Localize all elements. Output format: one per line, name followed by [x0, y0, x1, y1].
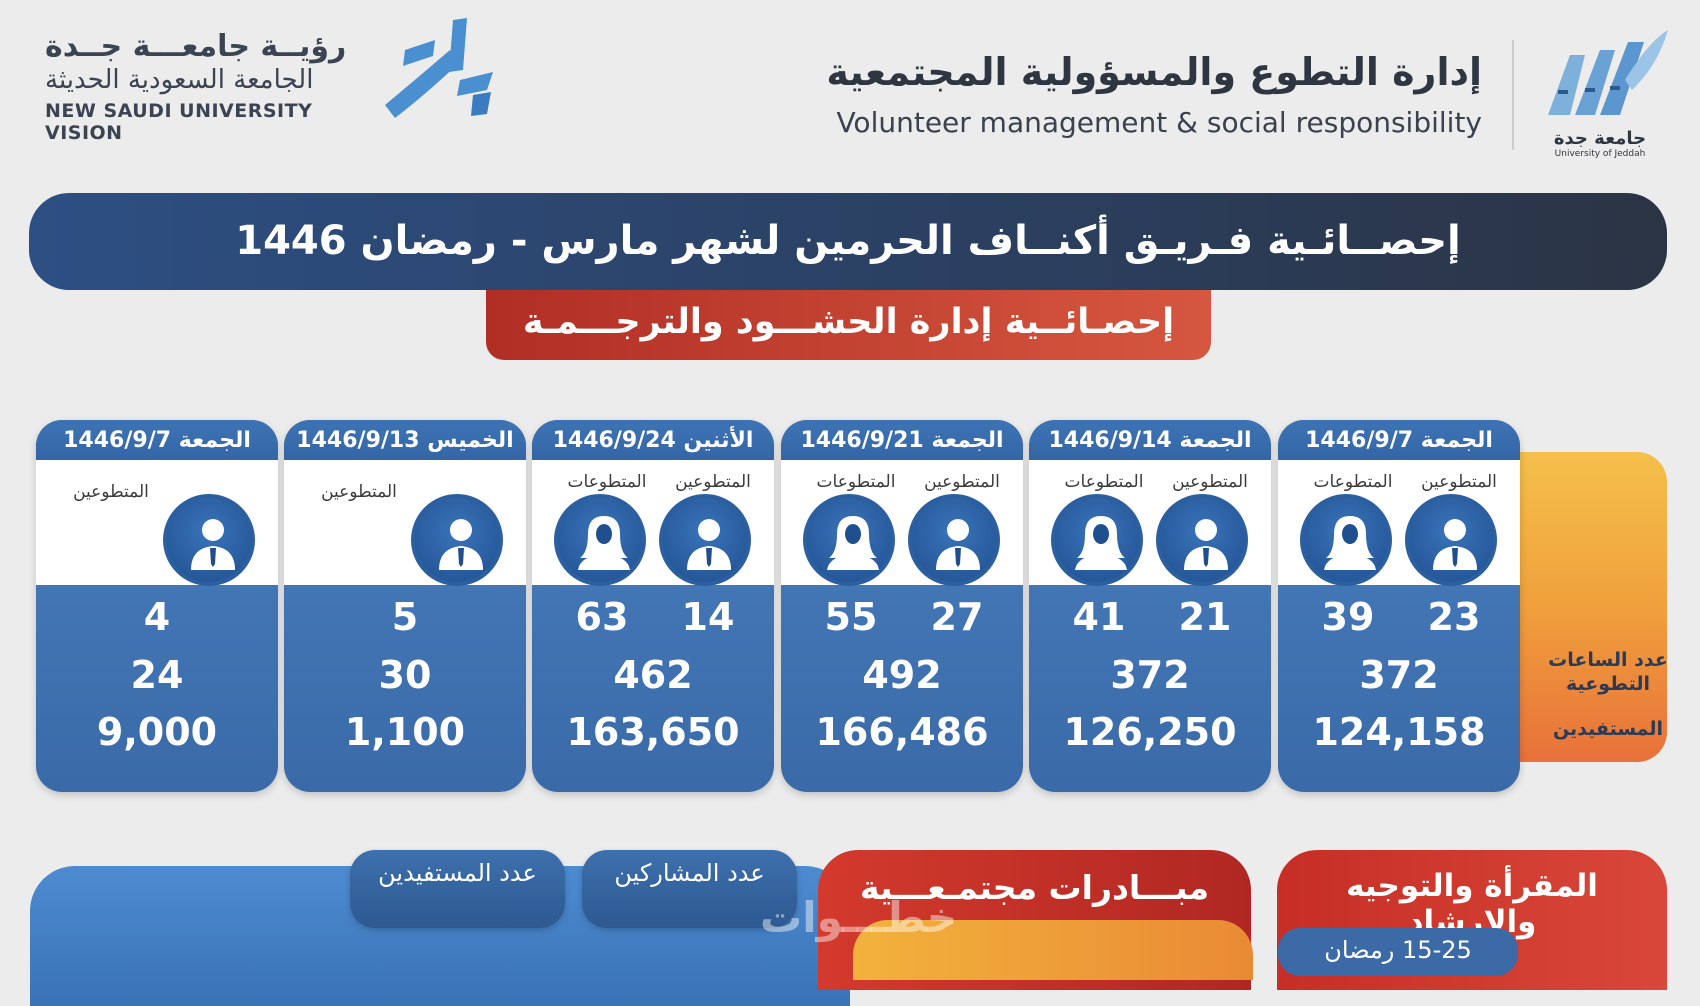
- beneficiaries-label: المستفيدين: [1552, 718, 1664, 740]
- university-name-en: University of Jeddah: [1554, 149, 1646, 159]
- vision-text: رؤيــة جامعـــة جــدة الجامعة السعودية ا…: [45, 29, 365, 145]
- male-count: 4: [143, 595, 171, 639]
- male-volunteers-label: المتطوعين: [675, 472, 751, 492]
- hours-value: 462: [613, 653, 693, 697]
- male-count: 21: [1178, 595, 1232, 639]
- card-date: الجمعة 1446/9/7: [36, 420, 278, 460]
- beneficiaries-value: 124,158: [1312, 710, 1486, 754]
- male-avatar-icon: [908, 494, 1000, 586]
- vision-line-1: رؤيــة جامعـــة جــدة: [45, 29, 347, 64]
- header-divider: [1512, 40, 1514, 150]
- female-count: 41: [1072, 595, 1126, 639]
- card-stats: 21 41 372 126,250: [1029, 585, 1271, 792]
- male-count: 5: [391, 595, 419, 639]
- university-name: جامعة جدة University of Jeddah: [1540, 128, 1660, 159]
- beneficiaries-value: 126,250: [1063, 710, 1237, 754]
- beneficiaries-value: 163,650: [566, 710, 740, 754]
- card-stats: 5 30 1,100: [284, 585, 526, 792]
- hours-value: 372: [1110, 653, 1190, 697]
- female-volunteers-label: المتطوعات: [1064, 472, 1144, 492]
- card-volunteers-area: المتطوعين المتطوعات: [1278, 460, 1520, 586]
- female-volunteers-label: المتطوعات: [567, 472, 647, 492]
- male-avatar-icon: [163, 494, 255, 586]
- card-volunteers-area: المتطوعين المتطوعات: [781, 460, 1023, 586]
- hours-value: 24: [130, 653, 184, 697]
- page-title: إحصــائـية فـريـق أكنــاف الحرمين لشهر م…: [29, 193, 1667, 290]
- male-volunteers-label: المتطوعين: [1421, 472, 1497, 492]
- card-date: الأثنين 1446/9/24: [532, 420, 774, 460]
- participants-pill: عدد المشاركين: [582, 850, 797, 928]
- department-title-en: Volunteer management & social responsibi…: [836, 106, 1482, 139]
- male-volunteers-label: المتطوعين: [321, 482, 397, 502]
- card-date: الخميس 1446/9/13: [284, 420, 526, 460]
- female-avatar-icon: [1300, 494, 1392, 586]
- female-volunteers-label: المتطوعات: [816, 472, 896, 492]
- card-volunteers-area: المتطوعين المتطوعات: [1029, 460, 1271, 586]
- stat-card: الجمعة 1446/9/7 المتطوعين المتطوعات 23 3…: [1278, 420, 1520, 792]
- hours-value: 30: [378, 653, 432, 697]
- female-count: 63: [575, 595, 629, 639]
- female-avatar-icon: [803, 494, 895, 586]
- female-avatar-icon: [554, 494, 646, 586]
- beneficiaries-value: 9,000: [96, 710, 218, 754]
- male-volunteers-label: المتطوعين: [1172, 472, 1248, 492]
- card-volunteers-area: المتطوعين المتطوعات: [532, 460, 774, 586]
- female-volunteers-label: المتطوعات: [1313, 472, 1393, 492]
- male-avatar-icon: [659, 494, 751, 586]
- male-avatar-icon: [1405, 494, 1497, 586]
- date-range-pill: 15-25 رمضان: [1278, 928, 1518, 976]
- stat-card: الجمعة 1446/9/21 المتطوعين المتطوعات 27 …: [781, 420, 1023, 792]
- female-avatar-icon: [1051, 494, 1143, 586]
- card-date: الجمعة 1446/9/7: [1278, 420, 1520, 460]
- card-date: الجمعة 1446/9/21: [781, 420, 1023, 460]
- card-volunteers-area: المتطوعين: [36, 460, 278, 586]
- university-logo-icon: [1548, 30, 1668, 115]
- male-avatar-icon: [1156, 494, 1248, 586]
- hours-value: 372: [1359, 653, 1439, 697]
- hours-label: عدد الساعات التطوعية: [1548, 649, 1668, 695]
- card-stats: 23 39 372 124,158: [1278, 585, 1520, 792]
- card-stats: 14 63 462 163,650: [532, 585, 774, 792]
- vision-line-3: NEW SAUDI UNIVERSITY VISION: [45, 100, 313, 144]
- male-volunteers-label: المتطوعين: [924, 472, 1000, 492]
- male-volunteers-label: المتطوعين: [73, 482, 149, 502]
- female-count: 55: [824, 595, 878, 639]
- stat-card: الخميس 1446/9/13 المتطوعين 5 30 1,100: [284, 420, 526, 792]
- beneficiaries-value: 166,486: [815, 710, 989, 754]
- university-name-ar: جامعة جدة: [1553, 128, 1647, 149]
- vision-logo-icon: [385, 18, 493, 118]
- card-stats: 27 55 492 166,486: [781, 585, 1023, 792]
- watermark: خطـــوات: [760, 893, 958, 942]
- card-volunteers-area: المتطوعين: [284, 460, 526, 586]
- section-subtitle: إحصـائــية إدارة الحشـــود والترجـــمـة: [486, 290, 1211, 360]
- beneficiaries-value: 1,100: [344, 710, 466, 754]
- male-count: 27: [930, 595, 984, 639]
- male-count: 23: [1427, 595, 1481, 639]
- hours-value: 492: [862, 653, 942, 697]
- beneficiaries-pill: عدد المستفيدين: [350, 850, 565, 928]
- department-title-ar: إدارة التطوع والمسؤولية المجتمعية: [826, 50, 1482, 94]
- stat-card: الأثنين 1446/9/24 المتطوعين المتطوعات 14…: [532, 420, 774, 792]
- male-avatar-icon: [411, 494, 503, 586]
- card-stats: 4 24 9,000: [36, 585, 278, 792]
- male-count: 14: [681, 595, 735, 639]
- stat-card: الجمعة 1446/9/7 المتطوعين 4 24 9,000: [36, 420, 278, 792]
- vision-line-2: الجامعة السعودية الحديثة: [45, 65, 314, 95]
- stat-card: الجمعة 1446/9/14 المتطوعين المتطوعات 21 …: [1029, 420, 1271, 792]
- card-date: الجمعة 1446/9/14: [1029, 420, 1271, 460]
- female-count: 39: [1321, 595, 1375, 639]
